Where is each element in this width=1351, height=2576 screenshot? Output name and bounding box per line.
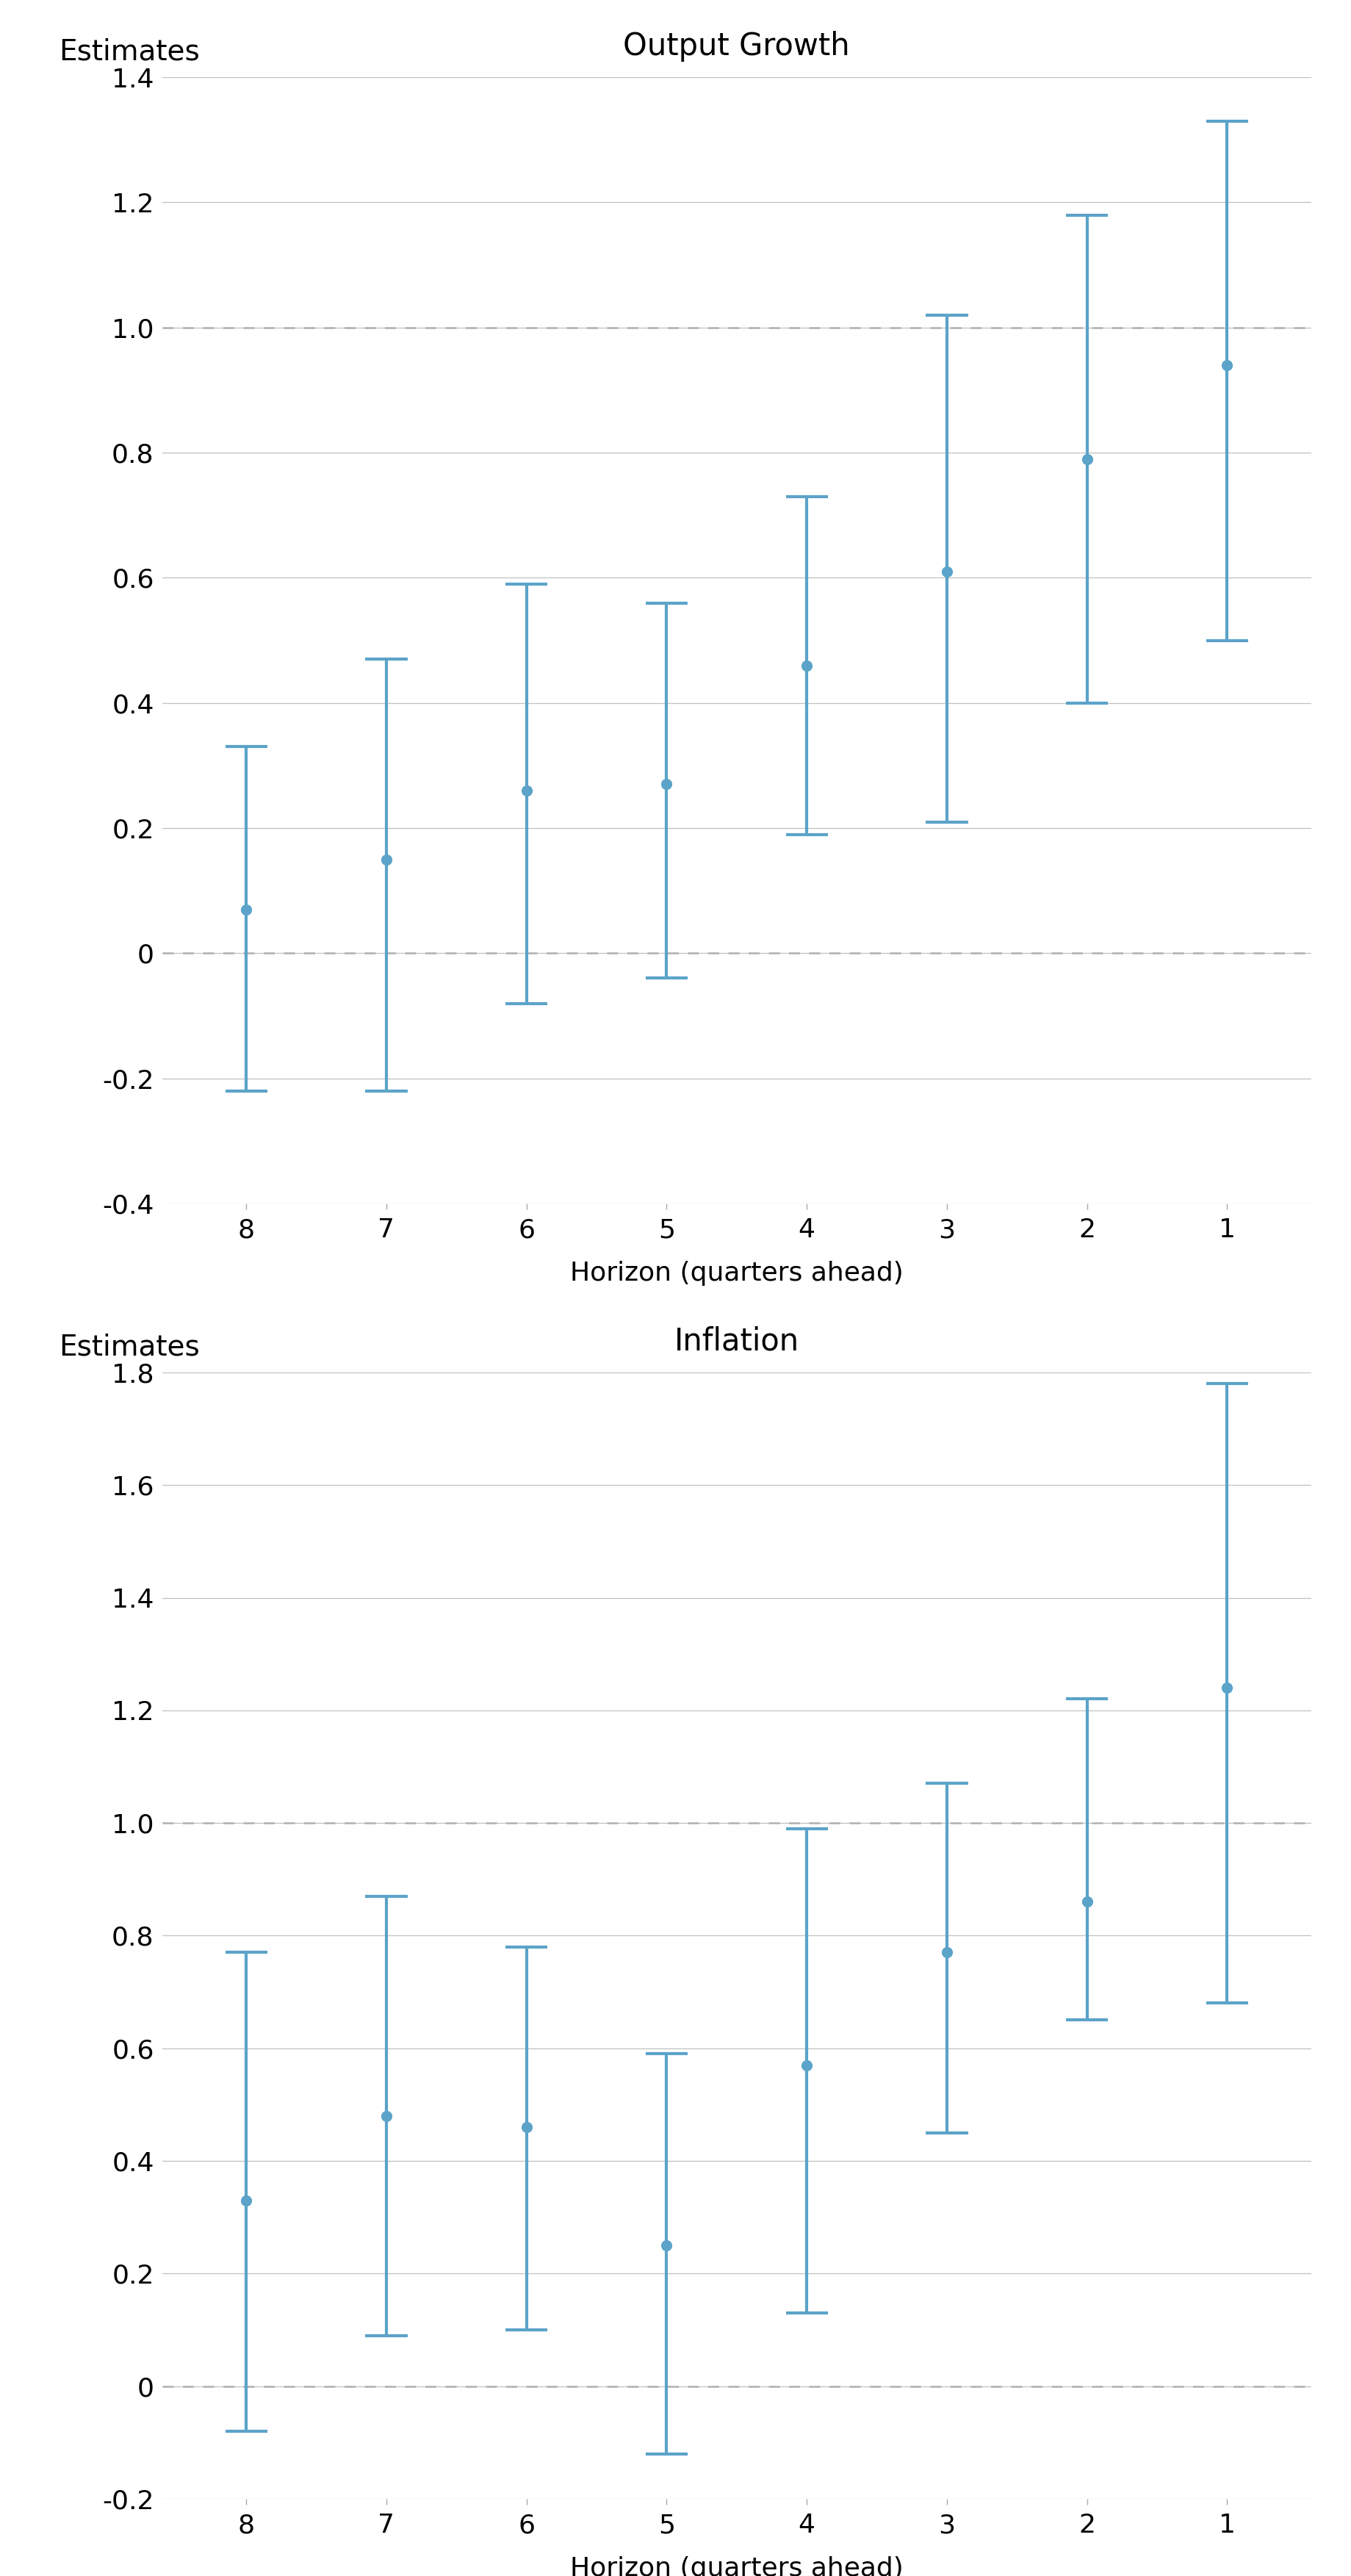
- Point: [655, 2226, 677, 2267]
- Text: Estimates: Estimates: [59, 39, 200, 67]
- Title: Output Growth: Output Growth: [623, 31, 850, 62]
- Text: Estimates: Estimates: [59, 1334, 200, 1360]
- Point: [376, 2094, 397, 2136]
- Title: Inflation: Inflation: [674, 1327, 798, 1358]
- Point: [935, 1932, 957, 1973]
- Point: [1075, 438, 1097, 479]
- Point: [516, 770, 538, 811]
- Point: [235, 889, 257, 930]
- Point: [1216, 345, 1238, 386]
- X-axis label: Horizon (quarters ahead): Horizon (quarters ahead): [570, 2555, 902, 2576]
- Point: [655, 762, 677, 804]
- Point: [796, 2045, 817, 2087]
- Point: [796, 644, 817, 685]
- Point: [1216, 1667, 1238, 1708]
- Point: [235, 2179, 257, 2221]
- Point: [1075, 1880, 1097, 1922]
- Point: [376, 840, 397, 881]
- Point: [935, 551, 957, 592]
- Point: [516, 2107, 538, 2148]
- X-axis label: Horizon (quarters ahead): Horizon (quarters ahead): [570, 1262, 902, 1285]
